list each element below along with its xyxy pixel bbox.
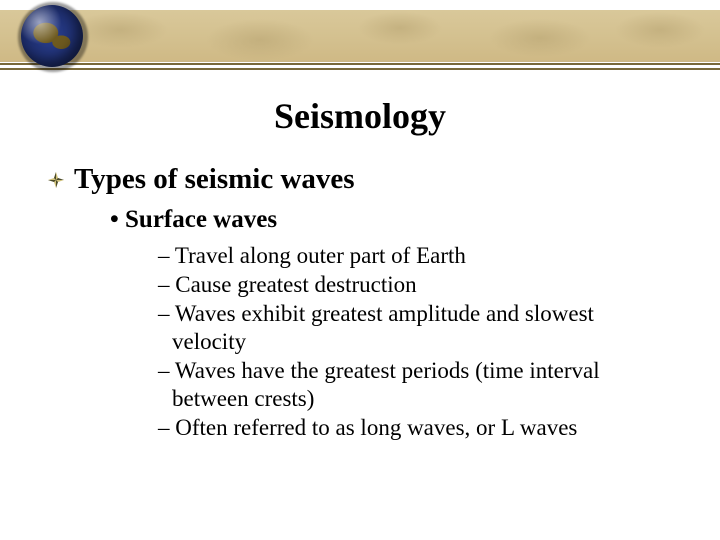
banner-rule-bottom: [0, 68, 720, 70]
world-map-strip: [0, 10, 720, 62]
compass-bullet-icon: [48, 172, 64, 188]
banner: [0, 0, 720, 80]
list-item: – Often referred to as long waves, or L …: [158, 414, 660, 442]
list-item: – Waves exhibit greatest amplitude and s…: [158, 300, 660, 356]
outline-level-2: • Surface waves: [110, 206, 680, 234]
slide-title: Seismology: [40, 95, 680, 137]
list-item: – Travel along outer part of Earth: [158, 242, 660, 270]
outline-level-1: Types of seismic waves: [48, 163, 680, 196]
outline-heading: Types of seismic waves: [74, 163, 355, 196]
slide-content: Seismology Types of seismic waves • Surf…: [0, 95, 720, 443]
banner-rule-top: [0, 63, 720, 65]
list-item: – Cause greatest destruction: [158, 271, 660, 299]
globe-icon: [18, 2, 88, 72]
outline-level-3-group: – Travel along outer part of Earth – Cau…: [158, 242, 660, 442]
outline-subheading: Surface waves: [125, 206, 277, 233]
bullet-dot: •: [110, 206, 119, 233]
list-item: – Waves have the greatest periods (time …: [158, 357, 660, 413]
